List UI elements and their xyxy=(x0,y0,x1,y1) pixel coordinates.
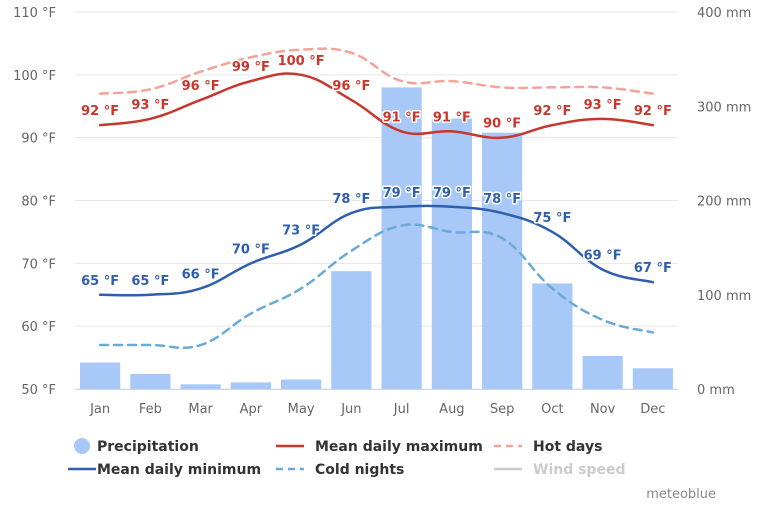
y-left-tick-label: 60 °F xyxy=(21,320,56,335)
series-line-cold-nights[interactable] xyxy=(98,223,655,350)
y-left-tick-label: 80 °F xyxy=(21,195,56,210)
y-left-tick-label: 70 °F xyxy=(21,257,56,272)
max-temp-label: 91 °F xyxy=(383,110,421,125)
x-tick-label: Jul xyxy=(393,402,410,417)
x-tick-label: Feb xyxy=(139,402,162,417)
legend-label: Mean daily minimum xyxy=(97,462,261,478)
max-temp-label: 96 °F xyxy=(332,79,370,94)
min-temp-label: 67 °F xyxy=(634,261,672,276)
series-line-hot-days[interactable] xyxy=(98,47,655,95)
precipitation-bar[interactable] xyxy=(230,382,271,389)
max-temp-label: 91 °F xyxy=(433,110,471,125)
legend-item-wind-speed[interactable]: Wind speed xyxy=(494,462,625,478)
max-temp-label: 90 °F xyxy=(483,117,521,132)
axes: 50 °F 60 °F 70 °F 80 °F 90 °F 100 °F 110 °F 0 m… xyxy=(13,6,751,417)
legend-label: Cold nights xyxy=(315,462,404,478)
min-temp-label: 79 °F xyxy=(383,186,421,201)
legend-label: Wind speed xyxy=(533,462,625,478)
max-temp-label: 92 °F xyxy=(81,104,119,119)
y-right-tick-label: 400 mm xyxy=(697,6,751,21)
x-tick-label: Dec xyxy=(640,402,665,417)
min-temp-label: 65 °F xyxy=(131,274,169,289)
x-tick-label: Sep xyxy=(490,402,515,417)
y-left-tick-label: 110 °F xyxy=(13,6,56,21)
legend-label: Hot days xyxy=(533,439,602,455)
max-temp-label: 93 °F xyxy=(131,98,169,113)
max-temp-label: 93 °F xyxy=(584,98,622,113)
min-temp-label: 69 °F xyxy=(584,249,622,264)
legend-item-hot-days[interactable]: Hot days xyxy=(494,439,602,455)
legend[interactable]: Precipitation Mean daily maximum Hot days M… xyxy=(68,438,625,478)
precipitation-bar[interactable] xyxy=(281,379,322,389)
precipitation-bar[interactable] xyxy=(180,384,221,389)
precipitation-bar[interactable] xyxy=(582,356,623,389)
y-right-tick-label: 300 mm xyxy=(697,100,751,115)
min-temp-label: 78 °F xyxy=(483,192,521,207)
x-tick-label: Jun xyxy=(340,402,361,417)
min-temp-label: 75 °F xyxy=(533,211,571,226)
x-tick-label: May xyxy=(288,402,315,417)
legend-symbol xyxy=(74,438,90,454)
legend-item-cold-nights[interactable]: Cold nights xyxy=(276,462,404,478)
legend-item-mean-daily-maximum[interactable]: Mean daily maximum xyxy=(276,439,483,455)
max-temp-label: 99 °F xyxy=(232,60,270,75)
grid-layer xyxy=(75,11,678,390)
min-temp-label: 78 °F xyxy=(332,192,370,207)
x-tick-label: Mar xyxy=(188,402,213,417)
precipitation-bar[interactable] xyxy=(381,87,422,390)
y-right-tick-label: 200 mm xyxy=(697,195,751,210)
y-right-tick-label: 0 mm xyxy=(697,383,735,398)
y-left-tick-label: 50 °F xyxy=(21,383,56,398)
precipitation-bars[interactable] xyxy=(80,87,673,390)
max-temp-label: 96 °F xyxy=(182,79,220,94)
legend-label: Precipitation xyxy=(97,439,199,455)
precipitation-bar[interactable] xyxy=(431,118,472,389)
precipitation-bar[interactable] xyxy=(482,132,523,389)
max-temp-label: 92 °F xyxy=(533,104,571,119)
x-tick-label: Aug xyxy=(439,402,464,417)
x-tick-label: Jan xyxy=(89,402,110,417)
precipitation-bar[interactable] xyxy=(331,271,372,389)
series-line-mean-daily-minimum[interactable] xyxy=(98,204,655,297)
series-line-mean-daily-maximum[interactable] xyxy=(98,72,655,140)
precipitation-bar[interactable] xyxy=(130,373,171,389)
x-tick-label: Nov xyxy=(590,402,616,417)
legend-item-precipitation[interactable]: Precipitation xyxy=(74,438,199,455)
min-temp-label: 65 °F xyxy=(81,274,119,289)
y-right-tick-label: 100 mm xyxy=(697,289,751,304)
precipitation-bar[interactable] xyxy=(632,368,673,389)
x-tick-label: Apr xyxy=(240,402,263,417)
y-left-tick-label: 90 °F xyxy=(21,132,56,147)
precipitation-bar[interactable] xyxy=(532,283,573,389)
min-temp-label: 70 °F xyxy=(232,242,270,257)
legend-label: Mean daily maximum xyxy=(315,439,483,455)
precipitation-bar[interactable] xyxy=(80,362,121,389)
data-labels: 92 °F 93 °F 96 °F 99 °F 100 °F 96 °F 91 °F 91 °… xyxy=(80,52,674,290)
max-temp-label: 100 °F xyxy=(278,54,325,69)
min-temp-label: 66 °F xyxy=(182,267,220,282)
line-series[interactable] xyxy=(98,47,655,350)
credit-text[interactable]: meteoblue xyxy=(646,487,716,502)
legend-item-mean-daily-minimum[interactable]: Mean daily minimum xyxy=(68,462,261,478)
y-left-tick-label: 100 °F xyxy=(13,69,56,84)
min-temp-label: 73 °F xyxy=(282,223,320,238)
x-tick-label: Oct xyxy=(541,402,563,417)
min-temp-label: 79 °F xyxy=(433,186,471,201)
max-temp-label: 92 °F xyxy=(634,104,672,119)
